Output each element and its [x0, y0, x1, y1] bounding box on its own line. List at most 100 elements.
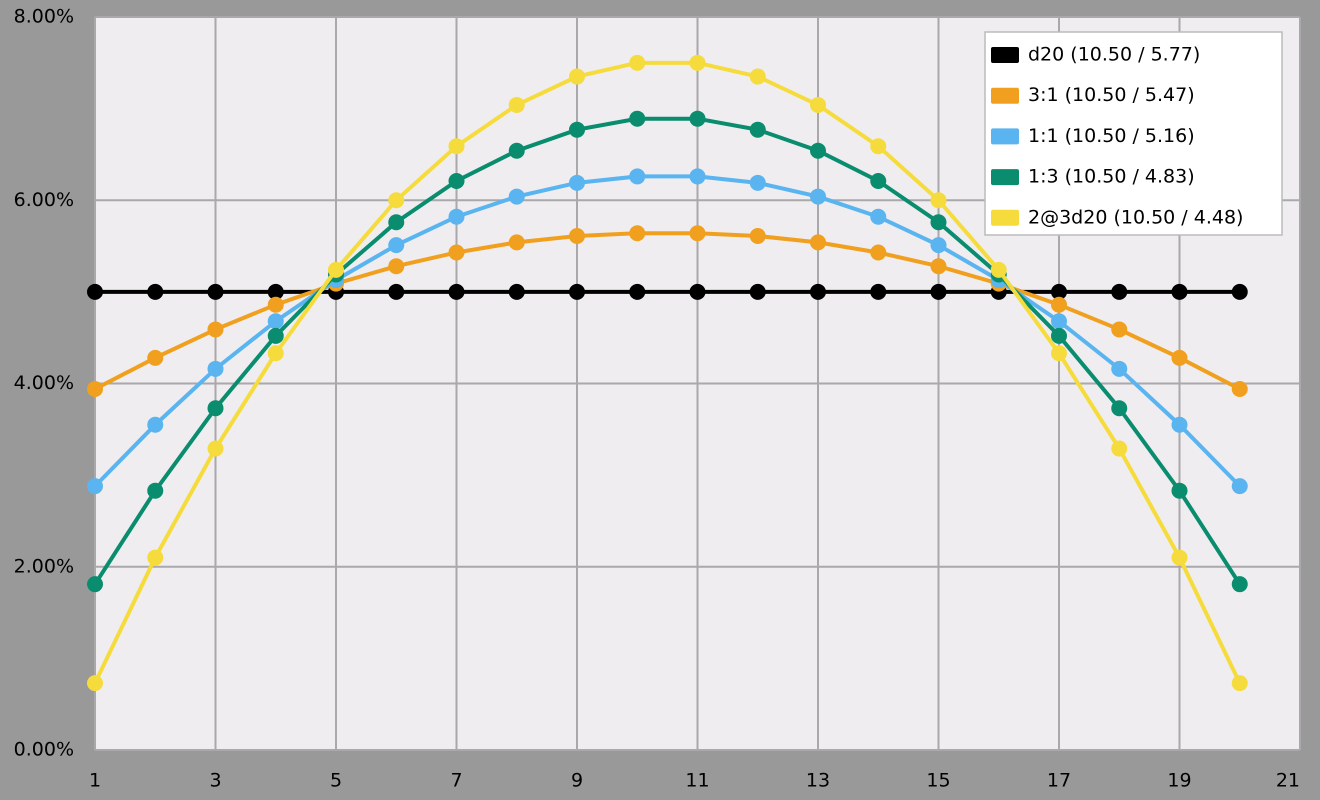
data-point	[930, 237, 947, 254]
y-tick-label: 0.00%	[14, 739, 74, 761]
data-point	[508, 188, 525, 205]
data-point	[930, 214, 947, 231]
data-point	[147, 549, 164, 566]
data-point	[508, 142, 525, 159]
data-point	[267, 283, 284, 300]
data-point	[388, 237, 405, 254]
data-point	[1051, 327, 1067, 344]
data-point	[870, 208, 887, 225]
legend-label: 1:3 (10.50 / 4.83)	[1028, 166, 1195, 188]
data-point	[207, 360, 224, 377]
data-point	[147, 482, 164, 499]
data-point	[629, 110, 646, 127]
data-point	[448, 208, 465, 225]
series-line	[93, 174, 1242, 488]
data-point	[1171, 283, 1188, 300]
data-point	[207, 440, 224, 457]
data-point	[1171, 349, 1188, 366]
data-point	[689, 225, 706, 242]
data-point	[1051, 296, 1067, 313]
data-point	[388, 258, 405, 275]
data-point	[689, 168, 706, 185]
data-point	[1231, 675, 1248, 692]
data-point	[749, 68, 766, 85]
data-point	[87, 576, 103, 593]
data-point	[328, 261, 344, 278]
data-point	[689, 283, 706, 300]
data-point	[87, 675, 103, 692]
data-point	[147, 416, 164, 433]
data-point	[629, 168, 646, 185]
data-point	[930, 192, 947, 209]
data-point	[629, 54, 646, 71]
data-point	[569, 227, 585, 244]
data-point	[388, 214, 405, 231]
data-point	[1111, 283, 1128, 300]
data-point	[87, 380, 103, 397]
data-point	[870, 244, 887, 261]
x-tick-label: 1	[89, 770, 101, 792]
data-point	[267, 327, 284, 344]
data-point	[810, 188, 826, 205]
data-point	[1111, 321, 1128, 338]
data-point	[689, 54, 706, 71]
data-point	[267, 313, 284, 330]
data-point	[147, 349, 164, 366]
legend-label: d20 (10.50 / 5.77)	[1028, 44, 1200, 66]
data-point	[810, 234, 826, 251]
data-point	[749, 283, 766, 300]
legend-label: 3:1 (10.50 / 5.47)	[1028, 84, 1195, 106]
data-point	[508, 234, 525, 251]
data-point	[1171, 482, 1188, 499]
data-point	[207, 321, 224, 338]
data-point	[1051, 345, 1067, 362]
data-point	[569, 283, 585, 300]
data-point	[1231, 283, 1248, 300]
data-point	[1051, 283, 1067, 300]
legend-swatch	[991, 169, 1019, 186]
legend-label: 1:1 (10.50 / 5.16)	[1028, 125, 1195, 147]
data-point	[810, 96, 826, 113]
series-line	[93, 60, 1242, 684]
data-point	[569, 174, 585, 191]
data-point	[147, 283, 164, 300]
data-point	[207, 283, 224, 300]
legend-swatch	[991, 87, 1019, 104]
x-tick-label: 3	[209, 770, 221, 792]
y-tick-label: 8.00%	[14, 6, 74, 28]
data-point	[267, 345, 284, 362]
data-point	[990, 261, 1007, 278]
data-point	[1231, 380, 1248, 397]
y-tick-label: 4.00%	[14, 372, 74, 394]
x-tick-label: 9	[571, 770, 583, 792]
legend-label: 2@3d20 (10.50 / 4.48)	[1028, 206, 1243, 228]
data-point	[1111, 400, 1128, 417]
x-tick-label: 7	[450, 770, 462, 792]
x-tick-label: 15	[926, 770, 950, 792]
x-tick-label: 13	[806, 770, 830, 792]
data-point	[930, 258, 947, 275]
data-point	[810, 142, 826, 159]
data-point	[1051, 313, 1067, 330]
x-tick-label: 17	[1047, 770, 1071, 792]
data-point	[870, 283, 887, 300]
series-line	[94, 231, 1241, 391]
data-point	[388, 192, 405, 209]
data-point	[629, 283, 646, 300]
data-point	[448, 244, 465, 261]
x-tick-label: 11	[685, 770, 709, 792]
data-point	[1171, 416, 1188, 433]
data-point	[930, 283, 947, 300]
data-point	[629, 225, 646, 242]
data-point	[1111, 440, 1128, 457]
legend-box	[984, 31, 1283, 236]
data-point	[1111, 360, 1128, 377]
data-point	[810, 283, 826, 300]
x-tick-label: 21	[1276, 770, 1300, 792]
legend: d20 (10.50 / 5.77) 3:1 (10.50 / 5.47) 1:1 …	[984, 31, 1283, 236]
data-point	[689, 110, 706, 127]
legend-swatch	[991, 47, 1019, 63]
data-point	[1171, 549, 1188, 566]
legend-swatch	[991, 128, 1019, 145]
